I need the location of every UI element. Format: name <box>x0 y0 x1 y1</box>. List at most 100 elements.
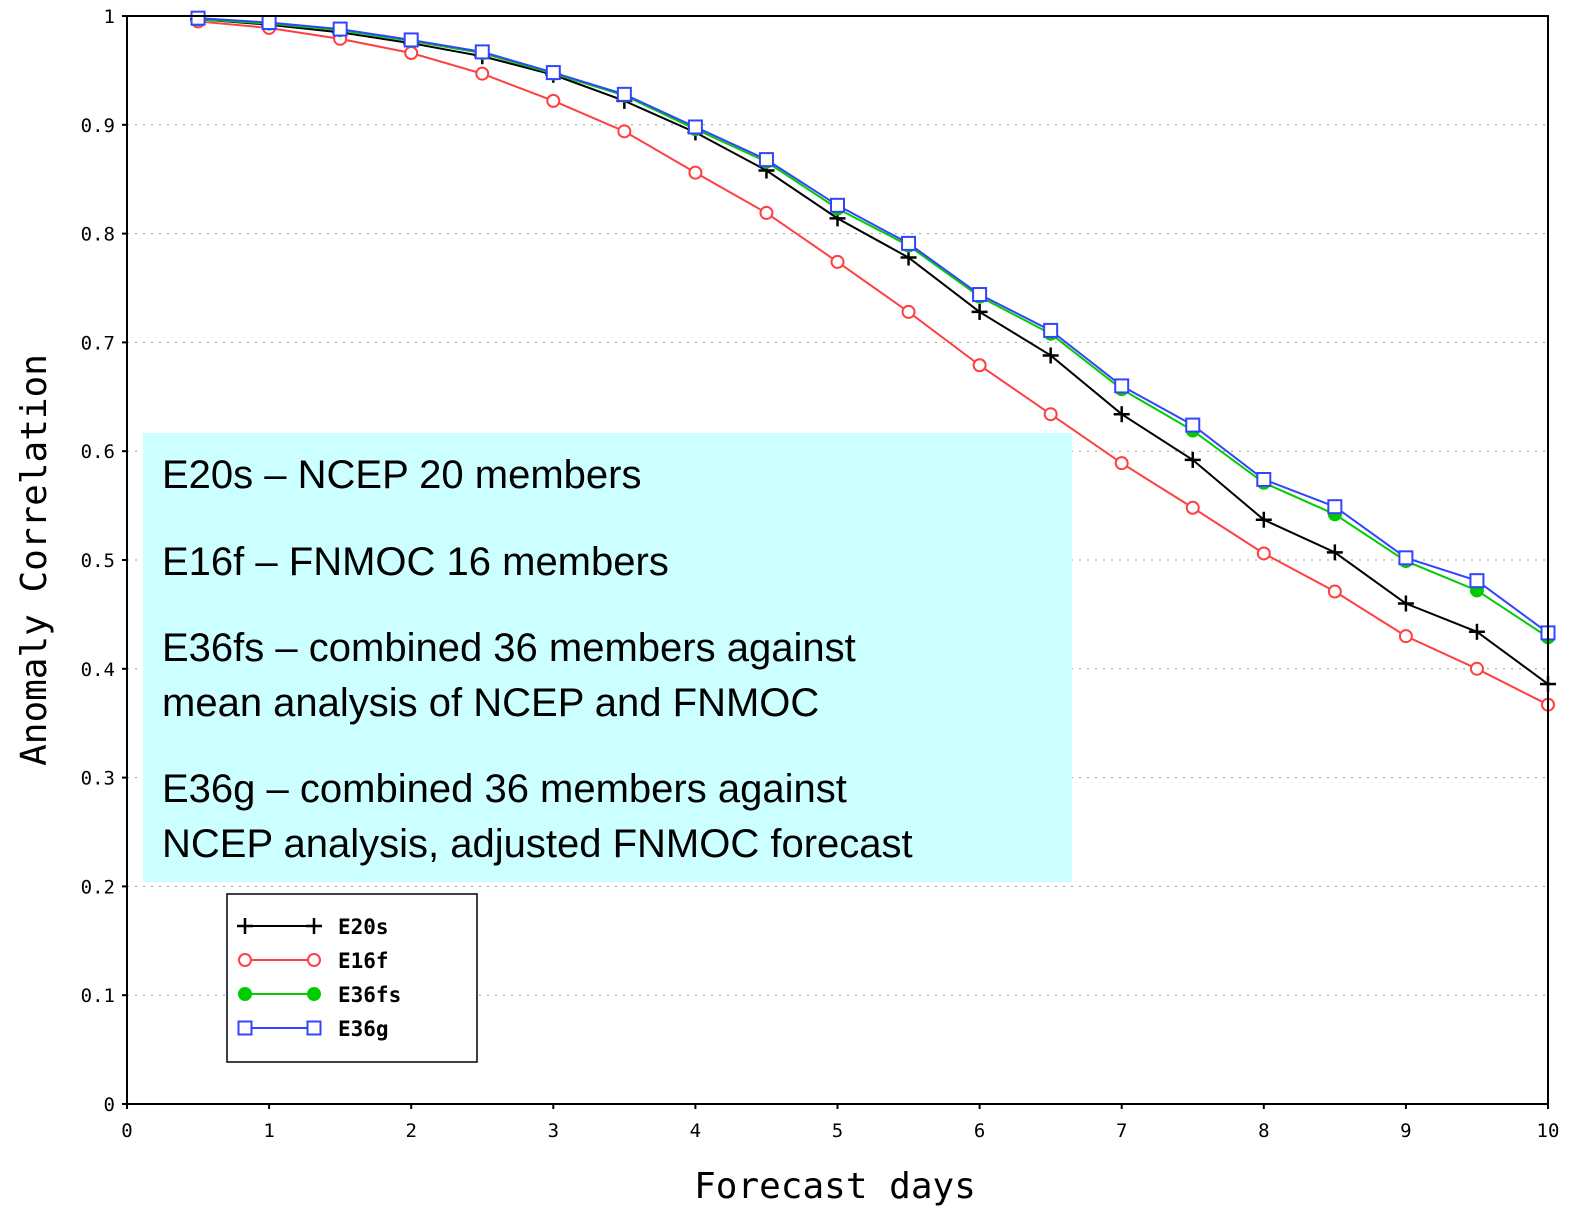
legend-label: E16f <box>338 949 389 973</box>
data-point-e36g <box>901 235 917 251</box>
legend-entry-e36fs: E36fs <box>238 983 401 1007</box>
data-point-e16f <box>1114 456 1129 471</box>
annotation-line: E36g – combined 36 members against <box>162 767 847 811</box>
y-tick-label: 0.9 <box>81 115 115 137</box>
legend-label: E36fs <box>338 983 401 1007</box>
y-tick-label: 1 <box>104 6 115 28</box>
y-tick-label: 0 <box>104 1094 115 1116</box>
series-line-e36g <box>197 17 1549 634</box>
axes <box>122 15 1549 1109</box>
legend-box <box>226 893 478 1063</box>
x-tick-label: 0 <box>121 1120 132 1142</box>
data-point-e20s <box>1184 451 1201 468</box>
x-tick-label: 10 <box>1537 1120 1560 1142</box>
annotation-line: mean analysis of NCEP and FNMOC <box>162 681 819 725</box>
data-point-e36g <box>1327 499 1343 515</box>
annotation-box: E20s – NCEP 20 members E16f – FNMOC 16 me… <box>143 433 1072 882</box>
data-point-e36g <box>1469 573 1485 589</box>
data-point-e16f <box>1398 629 1413 644</box>
x-tick-label: 6 <box>974 1120 985 1142</box>
legend-entry-e20s: E20s <box>237 915 389 939</box>
data-point-e16f <box>1327 584 1342 599</box>
legend-marker <box>306 1020 322 1036</box>
annotation-line: NCEP analysis, adjusted FNMOC forecast <box>162 822 913 866</box>
data-point-e16f <box>546 93 561 108</box>
data-point-e16f <box>475 66 490 81</box>
x-tick-label: 3 <box>548 1120 559 1142</box>
data-point-e36g <box>474 44 490 60</box>
data-point-e20s <box>1255 511 1272 528</box>
data-point-e36g <box>545 65 561 81</box>
data-point-e36g <box>972 287 988 303</box>
legend: E20s E16f E36fs E36g <box>226 893 478 1063</box>
series-lines <box>190 10 1556 712</box>
legend-entry-e16f: E16f <box>238 949 389 973</box>
y-tick-label: 0.1 <box>81 985 115 1007</box>
data-point-e16f <box>1043 407 1058 422</box>
data-point-e16f <box>759 205 774 220</box>
data-point-e16f <box>617 124 632 139</box>
x-axis-title: Forecast days <box>694 1166 976 1207</box>
y-axis-title: Anomaly Correlation <box>14 354 55 766</box>
y-tick-label: 0.5 <box>81 550 115 572</box>
legend-marker <box>307 953 321 967</box>
data-point-e16f <box>901 304 916 319</box>
x-tick-label: 2 <box>405 1120 416 1142</box>
data-point-e20s <box>1113 406 1130 423</box>
data-point-e16f <box>404 45 419 60</box>
data-point-e16f <box>1185 500 1200 515</box>
data-point-e20s <box>1042 347 1059 364</box>
data-point-e16f <box>688 165 703 180</box>
annotation-line: E16f – FNMOC 16 members <box>162 540 669 584</box>
series-line-e20s <box>197 18 1549 685</box>
legend-marker <box>238 987 252 1001</box>
data-point-e36g <box>1185 417 1201 433</box>
legend-marker <box>306 918 322 934</box>
legend-marker <box>307 987 321 1001</box>
data-point-e36g <box>1043 322 1059 338</box>
y-tick-label: 0.2 <box>81 876 115 898</box>
data-point-e36g <box>616 86 632 102</box>
y-tick-label: 0.3 <box>81 768 115 790</box>
data-point-e16f <box>830 254 845 269</box>
data-point-e36g <box>1398 550 1414 566</box>
legend-marker <box>238 953 252 967</box>
y-tick-label: 0.7 <box>81 332 115 354</box>
y-tick-label: 0.4 <box>81 659 115 681</box>
series-line-e16f <box>197 20 1549 706</box>
data-point-e36g <box>332 21 348 37</box>
legend-label: E20s <box>338 915 389 939</box>
annotation-background <box>143 433 1072 882</box>
x-tick-label: 4 <box>690 1120 701 1142</box>
legend-marker <box>237 1020 253 1036</box>
data-point-e36g <box>1114 378 1130 394</box>
annotation-line: E20s – NCEP 20 members <box>162 453 641 497</box>
tick-labels: 00.10.20.30.40.50.60.70.80.910 1 2 3 4 5 6 7 8 9 1… <box>81 6 1560 1142</box>
x-tick-label: 1 <box>263 1120 274 1142</box>
x-tick-label: 8 <box>1258 1120 1269 1142</box>
data-point-e20s <box>1397 595 1414 612</box>
legend-marker <box>237 918 253 934</box>
y-tick-label: 0.6 <box>81 441 115 463</box>
data-point-e36g <box>190 10 206 26</box>
data-point-e16f <box>972 358 987 373</box>
data-point-e36g <box>1256 471 1272 487</box>
series-line-e36fs <box>197 18 1549 639</box>
data-point-e36g <box>403 32 419 48</box>
annotation-line: E36fs – combined 36 members against <box>162 626 856 670</box>
x-tick-label: 5 <box>832 1120 843 1142</box>
data-point-e20s <box>971 303 988 320</box>
data-point-e16f <box>1469 661 1484 676</box>
data-point-e36g <box>261 15 277 31</box>
data-point-e20s <box>1468 623 1485 640</box>
legend-entry-e36g: E36g <box>237 1017 389 1041</box>
legend-label: E36g <box>338 1017 389 1041</box>
data-point-e36g <box>758 152 774 168</box>
data-point-e36g <box>687 119 703 135</box>
x-tick-label: 7 <box>1116 1120 1127 1142</box>
data-point-e20s <box>1326 544 1343 561</box>
y-tick-label: 0.8 <box>81 224 115 246</box>
data-point-e36g <box>830 197 845 213</box>
x-tick-label: 9 <box>1400 1120 1411 1142</box>
